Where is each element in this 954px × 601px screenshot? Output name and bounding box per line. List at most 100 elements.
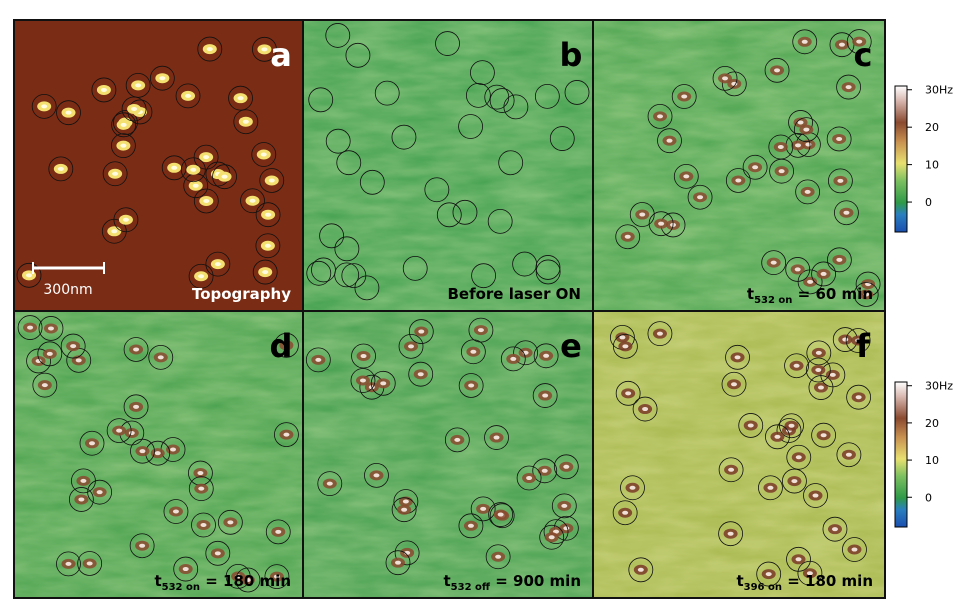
spot-core	[373, 473, 379, 477]
spot-core	[185, 94, 191, 98]
spot-core	[129, 431, 135, 435]
spot-core	[265, 213, 271, 217]
spot-core	[619, 335, 625, 339]
spot-core	[791, 479, 797, 483]
spot-core	[238, 96, 244, 100]
spot-core	[815, 368, 821, 372]
colorbar	[895, 86, 907, 232]
spot-core	[795, 267, 801, 271]
spot-core	[818, 386, 824, 390]
spot-core	[361, 354, 367, 358]
spot-core	[796, 557, 802, 561]
spot-core	[837, 179, 843, 183]
spot-core	[498, 513, 504, 517]
spot-core	[851, 548, 857, 552]
spot-core	[722, 76, 728, 80]
spot-core	[832, 527, 838, 531]
spot-core	[262, 270, 268, 274]
spot-core	[80, 479, 86, 483]
panel: et532 off = 900 min	[303, 311, 593, 598]
panel: ft396 on = 180 min	[593, 311, 885, 598]
spot-core	[622, 511, 628, 515]
spot-core	[173, 509, 179, 513]
texture	[593, 20, 885, 311]
spot-core	[563, 526, 569, 530]
panel: aTopography300nm	[14, 20, 303, 311]
spot-core	[657, 332, 663, 336]
spot-core	[803, 128, 809, 132]
spot-core	[752, 165, 758, 169]
caption-rest: = 180 min	[782, 572, 873, 590]
spot-core	[41, 104, 47, 108]
panel: dt532 on = 180 min	[14, 311, 303, 598]
caption-sub: 532 off	[451, 582, 491, 593]
spot-core	[275, 530, 281, 534]
spot-core	[401, 508, 407, 512]
colorbar-tick-label: 10	[925, 454, 939, 467]
spot-core	[97, 490, 103, 494]
spot-core	[836, 137, 842, 141]
spot-core	[58, 167, 64, 171]
spot-core	[159, 76, 165, 80]
spot-core	[120, 144, 126, 148]
spot-core	[735, 178, 741, 182]
spot-core	[510, 357, 516, 361]
spot-core	[87, 561, 93, 565]
spot-core	[261, 152, 267, 156]
spot-core	[816, 351, 822, 355]
spot-core	[697, 195, 703, 199]
spot-core	[622, 344, 628, 348]
spot-core	[735, 355, 741, 359]
caption-base: t	[747, 285, 754, 303]
spot-core	[629, 486, 635, 490]
spot-core	[27, 326, 33, 330]
panel: bBefore laser ON	[303, 20, 593, 311]
spot-core	[183, 567, 189, 571]
spot-core	[222, 175, 228, 179]
spot-core	[812, 494, 818, 498]
spot-core	[625, 391, 631, 395]
spot-core	[802, 40, 808, 44]
spot-core	[170, 448, 176, 452]
colorbar-tick-label: 20	[925, 417, 939, 430]
spot-core	[155, 451, 161, 455]
spot-core	[728, 468, 734, 472]
caption-rest: = 60 min	[792, 285, 873, 303]
spot-core	[215, 262, 221, 266]
spot-core	[121, 123, 127, 127]
colorbar	[895, 382, 907, 527]
colorbar-tick-label: 0	[925, 491, 932, 504]
spot-core	[66, 111, 72, 115]
caption-sub: 532 on	[162, 582, 200, 593]
panel-letter: c	[854, 36, 873, 74]
spot-core	[468, 383, 474, 387]
spot-core	[418, 330, 424, 334]
spot-core	[197, 471, 203, 475]
spot-core	[779, 169, 785, 173]
spot-core	[542, 469, 548, 473]
spot-core	[171, 166, 177, 170]
spot-core	[625, 235, 631, 239]
spot-core	[65, 562, 71, 566]
spot-core	[639, 213, 645, 217]
spot-core	[215, 551, 221, 555]
spot-core	[836, 258, 842, 262]
spot-core	[778, 145, 784, 149]
caption-base: t	[736, 572, 743, 590]
spot-core	[839, 43, 845, 47]
spot-core	[796, 455, 802, 459]
colorbar-tick-label: 30Hz	[925, 84, 953, 97]
caption-sub: 396 on	[744, 582, 782, 593]
spot-core	[131, 107, 137, 111]
spot-core	[269, 178, 275, 182]
spot-core	[116, 429, 122, 433]
spot-core	[315, 358, 321, 362]
spot-core	[78, 497, 84, 501]
spot-core	[112, 172, 118, 176]
spot-core	[842, 338, 848, 342]
colorbar-tick-label: 0	[925, 196, 932, 209]
spot-core	[454, 438, 460, 442]
spot-core	[771, 261, 777, 265]
spot-core	[774, 68, 780, 72]
